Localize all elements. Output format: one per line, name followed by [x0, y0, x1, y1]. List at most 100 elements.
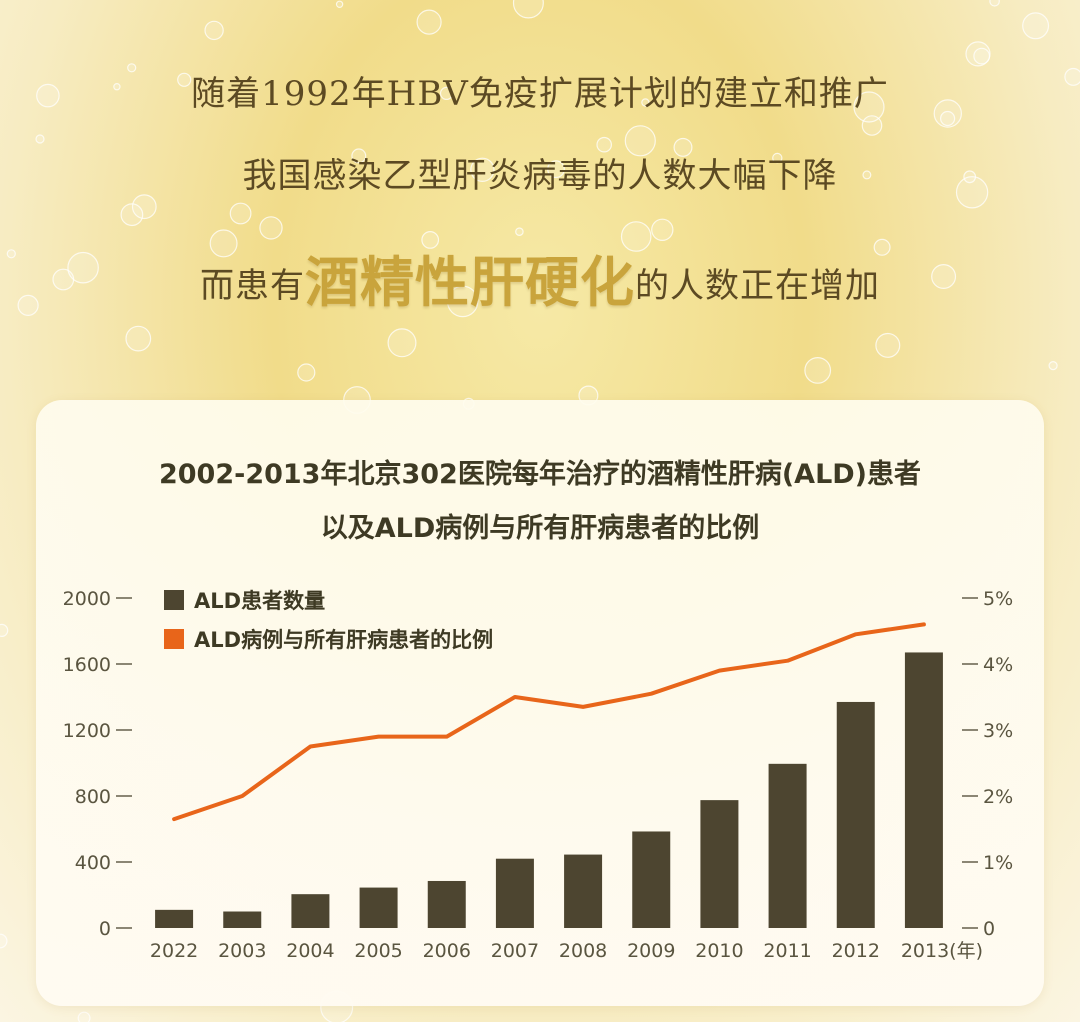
bubble	[861, 115, 883, 136]
bubble	[416, 9, 442, 35]
bubble	[547, 160, 565, 179]
chart-title-line-1: 2002-2013年北京302医院每年治疗的酒精性肝病(ALD)患者	[158, 459, 922, 490]
bubble	[209, 229, 238, 258]
x-axis-unit: (年)	[949, 940, 983, 962]
bubble	[0, 933, 8, 949]
bubble	[596, 136, 612, 153]
bubble	[875, 332, 901, 358]
bubble	[204, 20, 224, 41]
bar	[223, 911, 262, 928]
bubble	[177, 72, 192, 87]
bar	[904, 652, 943, 928]
bubble	[673, 137, 693, 157]
headline-line-3-suffix: 的人数正在增加	[635, 266, 880, 306]
bar	[700, 800, 739, 928]
x-axis-tick-label: 2007	[491, 940, 539, 962]
headline-line-1: 随着1992年HBV免疫扩展计划的建立和推广	[0, 66, 1080, 115]
bubble	[0, 623, 9, 637]
bubble	[439, 86, 454, 101]
x-axis-tick-label: 2009	[627, 940, 675, 962]
right-axis-tick-label: 5%	[983, 588, 1013, 610]
x-axis-tick-label: 2010	[695, 940, 743, 962]
left-axis-tick-label: 400	[75, 852, 111, 874]
right-axis-tick-label: 4%	[983, 654, 1013, 676]
bubble	[873, 238, 891, 256]
bubble	[36, 83, 60, 108]
right-axis-tick-label: 0	[983, 918, 995, 940]
bubble	[620, 221, 652, 252]
left-axis-tick-label: 800	[75, 786, 111, 808]
bubble	[351, 148, 367, 164]
bubble	[515, 227, 524, 237]
bubble	[1022, 12, 1050, 40]
headline-line-2: 我国感染乙型肝炎病毒的人数大幅下降	[0, 148, 1080, 197]
bubble	[259, 216, 283, 240]
legend-swatch-line	[164, 629, 184, 649]
bubble	[335, 0, 344, 9]
bubble	[120, 203, 144, 227]
headline-line-3: 而患有酒精性肝硬化的人数正在增加	[0, 238, 1080, 317]
x-axis-tick-label-year: 2013	[901, 940, 949, 962]
bubble	[125, 325, 152, 352]
chart-title-line-2: 以及ALD病例与所有肝病患者的比例	[320, 513, 760, 544]
chart-card	[36, 400, 1044, 1006]
x-axis-tick-label: 2003	[218, 940, 266, 962]
x-axis-tick-label: 2004	[286, 940, 334, 962]
bubble	[229, 202, 252, 225]
headline-emphasis: 酒精性肝硬化	[305, 251, 635, 314]
bar	[495, 858, 534, 928]
ratio-line	[172, 622, 926, 822]
headline-line-2-text: 我国感染乙型肝炎病毒的人数大幅下降	[242, 156, 838, 196]
left-axis-tick-label: 2000	[63, 588, 111, 610]
bubble	[387, 328, 417, 358]
bubble	[421, 230, 440, 249]
bubble	[853, 91, 885, 123]
x-axis-tick-label: 2011	[763, 940, 811, 962]
bubble	[965, 41, 991, 67]
legend-label-line: ALD病例与所有肝病患者的比例	[194, 628, 493, 652]
bar	[427, 880, 466, 928]
bubble	[989, 0, 1000, 7]
legend-swatch-bars	[164, 590, 184, 610]
right-axis-tick-label: 3%	[983, 720, 1013, 742]
bubble	[67, 251, 99, 284]
left-axis-tick-label: 1200	[63, 720, 111, 742]
bubble	[297, 363, 316, 382]
left-axis-tick-label: 1600	[63, 654, 111, 676]
bar	[836, 701, 875, 928]
x-axis-tick-label: 2012	[832, 940, 880, 962]
bar	[359, 887, 398, 928]
x-axis-tick-label: 2022	[150, 940, 198, 962]
bubble	[446, 285, 479, 318]
headline-line-1-text: 随着1992年HBV免疫扩展计划的建立和推广	[191, 74, 889, 114]
bubble	[77, 1011, 91, 1022]
x-axis-tick-label: 2005	[354, 940, 402, 962]
bubble	[955, 176, 989, 209]
bubble	[1048, 361, 1058, 371]
right-axis-tick-label: 2%	[983, 786, 1013, 808]
left-axis-tick-label: 0	[99, 918, 111, 940]
bubble	[651, 218, 674, 241]
bubble	[1064, 67, 1080, 86]
headline-line-3-prefix: 而患有	[200, 266, 305, 306]
bubble	[963, 170, 977, 184]
bubble	[131, 194, 157, 220]
bubble	[804, 357, 832, 384]
bubble	[641, 98, 650, 107]
bubble	[35, 134, 45, 144]
legend-label-bars: ALD患者数量	[194, 589, 325, 613]
bar	[632, 831, 671, 928]
bubble	[772, 152, 783, 164]
bubble	[470, 157, 495, 182]
x-axis-tick-label: 2006	[423, 940, 471, 962]
bubble	[512, 0, 544, 19]
bar	[768, 763, 807, 928]
bubble	[624, 125, 656, 157]
bubble	[113, 82, 121, 91]
right-axis-tick-label: 1%	[983, 852, 1013, 874]
bar	[291, 894, 330, 928]
bar	[155, 909, 194, 928]
bubble	[127, 63, 137, 73]
